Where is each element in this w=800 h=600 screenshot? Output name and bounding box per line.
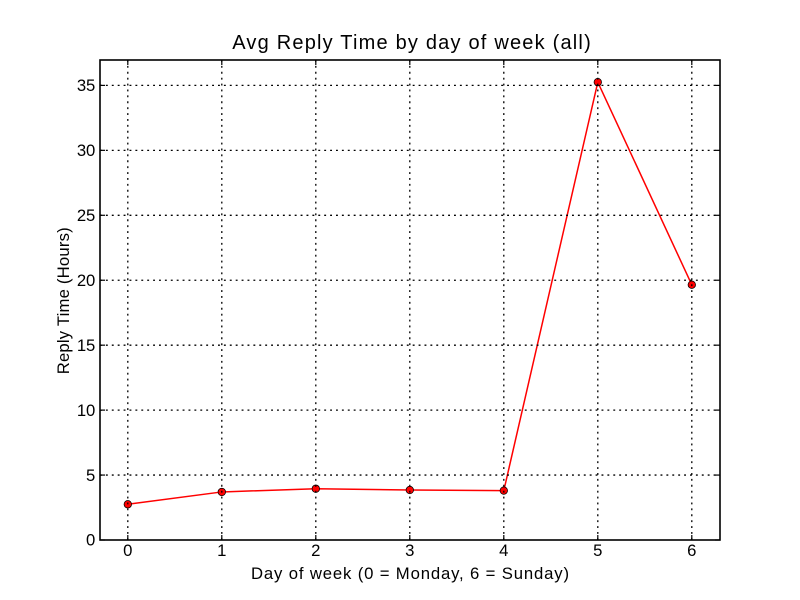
svg-text:10: 10 (77, 401, 95, 420)
svg-text:Avg Reply Time by day of week: Avg Reply Time by day of week (all) (232, 32, 591, 54)
svg-text:0: 0 (123, 541, 132, 560)
svg-text:Day of week (0 = Monday, 6 = S: Day of week (0 = Monday, 6 = Sunday) (251, 564, 569, 583)
svg-text:2: 2 (311, 541, 320, 560)
svg-text:5: 5 (86, 466, 95, 485)
svg-text:6: 6 (687, 541, 696, 560)
svg-text:15: 15 (77, 336, 95, 355)
svg-text:0: 0 (86, 531, 95, 550)
svg-text:35: 35 (77, 76, 95, 95)
svg-text:25: 25 (77, 206, 95, 225)
svg-text:1: 1 (217, 541, 226, 560)
svg-text:20: 20 (77, 271, 95, 290)
svg-text:3: 3 (405, 541, 414, 560)
svg-text:4: 4 (499, 541, 508, 560)
svg-text:30: 30 (77, 141, 95, 160)
svg-text:Reply Time (Hours): Reply Time (Hours) (54, 227, 73, 374)
svg-text:5: 5 (593, 541, 602, 560)
